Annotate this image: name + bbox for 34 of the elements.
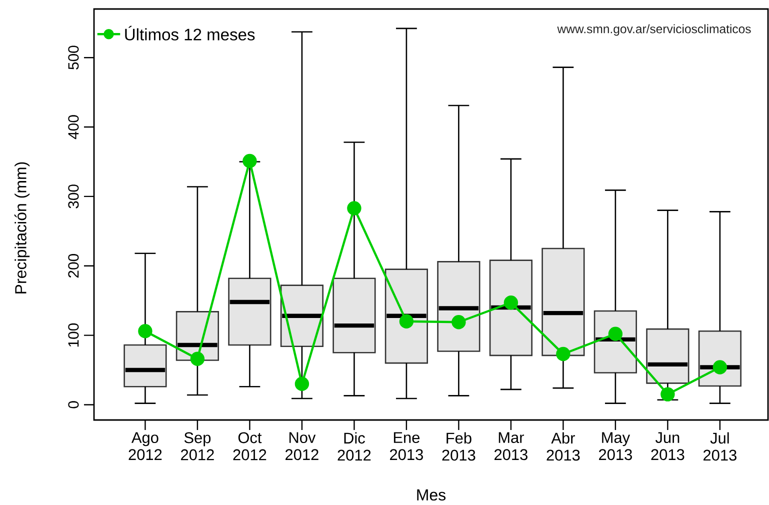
point (190, 352, 205, 366)
y-tick-label: 0 (68, 401, 79, 408)
point (242, 154, 257, 168)
x-tick-label: May 2013 (599, 432, 632, 460)
x-tick-label: Abr 2013 (546, 432, 580, 461)
y-axis-title: Precipitación (mm) (14, 162, 30, 294)
x-tick-label: Feb 2013 (442, 432, 476, 461)
point (504, 296, 518, 310)
y-tick-label: 300 (68, 184, 79, 208)
y-tick-label: 100 (68, 323, 79, 347)
y-tick-label: 500 (68, 46, 79, 70)
point (347, 201, 362, 216)
x-tick-label: Jun 2013 (651, 432, 684, 460)
point (712, 360, 728, 374)
point (294, 376, 310, 391)
legend-label: Últimos 12 meses (125, 26, 255, 40)
point (399, 314, 414, 329)
x-tick-label: Ago 2012 (128, 432, 162, 460)
y-tick-label: 400 (68, 115, 79, 140)
x-tick-label: Sep 2012 (181, 432, 214, 460)
x-tick-label: Jul 2013 (704, 432, 736, 461)
point (608, 326, 623, 341)
annotation: www.smn.gov.ar/serviciosclimaticos (557, 24, 751, 36)
x-tick-label: Ene 2013 (390, 432, 423, 460)
point (556, 346, 570, 362)
point (138, 324, 152, 338)
point (660, 387, 675, 402)
x-tick-label: Dic 2012 (338, 432, 371, 461)
y-tick-label: 200 (68, 254, 79, 278)
point (452, 314, 466, 330)
x-tick-label: Nov 2012 (286, 432, 318, 460)
x-tick-label: Mar 2013 (494, 432, 528, 460)
x-axis-title: Mes (417, 489, 446, 501)
x-tick-label: Oct 2012 (233, 432, 266, 460)
